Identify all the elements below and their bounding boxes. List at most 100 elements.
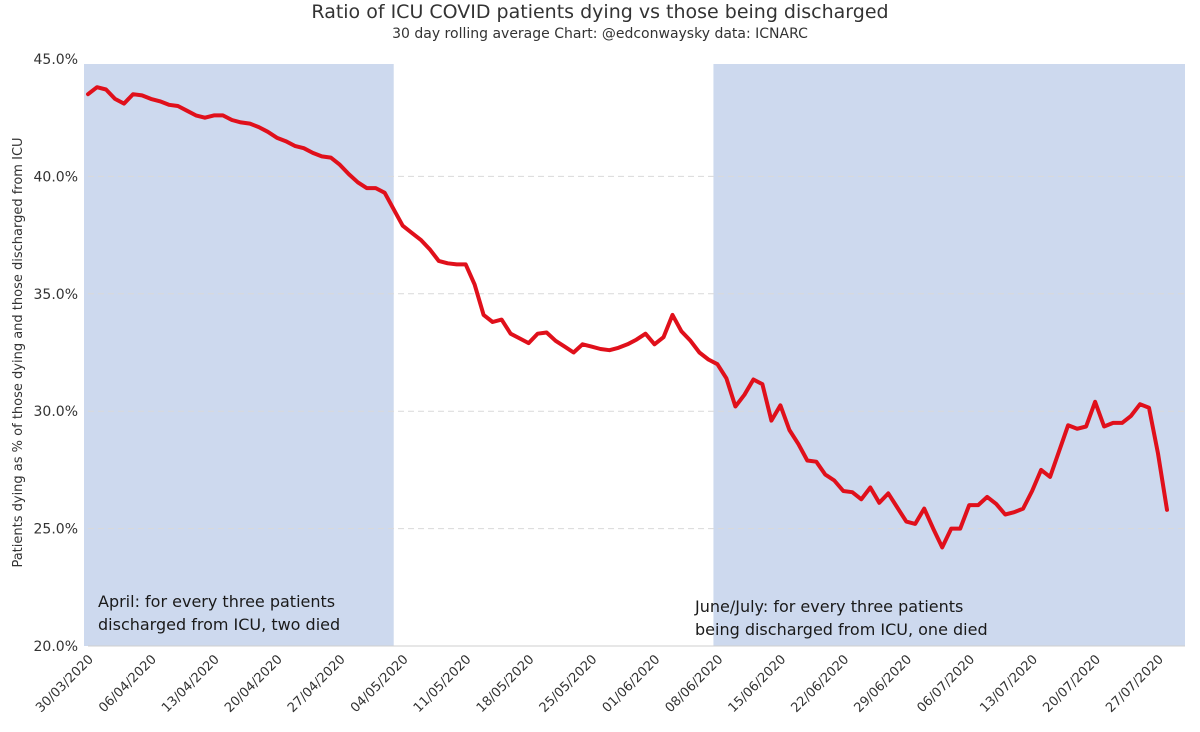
data-point-63 (653, 343, 656, 346)
data-point-13 (203, 116, 207, 119)
data-point-99 (977, 503, 980, 507)
data-point-78 (788, 428, 791, 432)
data-point-93 (923, 507, 926, 510)
x-tick-label-2: 13/04/2020 (159, 652, 223, 716)
data-point-92 (914, 522, 917, 526)
data-point-6 (140, 94, 144, 97)
data-point-57 (599, 347, 602, 351)
data-point-23 (293, 144, 296, 148)
data-point-56 (590, 345, 593, 348)
annotation-1-line-1: April: for every three patients (98, 592, 335, 611)
data-point-108 (1057, 449, 1061, 453)
data-point-26 (320, 155, 323, 158)
data-point-40 (446, 262, 449, 265)
data-point-5 (131, 93, 135, 96)
data-point-107 (1048, 475, 1052, 479)
data-point-58 (608, 349, 611, 352)
data-point-39 (437, 259, 440, 263)
y-tick-label-0: 20.0% (34, 639, 78, 655)
x-tick-label-6: 11/05/2020 (411, 652, 475, 716)
y-axis-ticks: 20.0% 25.0% 30.0% 35.0% 40.0% 45.0% (34, 52, 78, 655)
data-point-88 (878, 501, 881, 504)
x-tick-label-9: 01/06/2020 (600, 652, 664, 716)
data-point-28 (338, 163, 341, 166)
data-point-85 (851, 491, 854, 494)
shaded-region-2 (713, 64, 1185, 646)
data-point-83 (833, 479, 836, 482)
data-point-115 (1120, 421, 1124, 425)
data-point-109 (1066, 424, 1070, 427)
data-point-105 (1030, 489, 1034, 493)
data-point-112 (1093, 400, 1097, 403)
data-point-106 (1039, 468, 1043, 472)
data-point-8 (158, 100, 162, 103)
data-point-45 (491, 320, 494, 324)
x-tick-label-1: 06/04/2020 (96, 652, 160, 716)
x-tick-label-4: 27/04/2020 (285, 652, 349, 716)
x-tick-label-12: 22/06/2020 (789, 652, 853, 716)
data-point-101 (995, 502, 998, 506)
data-point-55 (581, 343, 584, 346)
data-point-120 (1165, 508, 1169, 511)
data-point-50 (536, 332, 539, 335)
data-point-98 (968, 503, 971, 507)
annotation-2-line-1: June/July: for every three patients (694, 597, 963, 616)
data-point-76 (770, 419, 773, 422)
y-tick-label-3: 35.0% (34, 287, 78, 303)
shaded-regions (84, 64, 1185, 646)
x-tick-label-0: 30/03/2020 (33, 652, 97, 716)
data-point-21 (275, 136, 278, 139)
data-point-60 (626, 343, 629, 346)
data-point-49 (527, 341, 530, 345)
data-point-94 (932, 527, 935, 530)
data-point-15 (221, 114, 225, 117)
data-point-48 (518, 337, 521, 340)
data-point-71 (725, 377, 728, 380)
x-tick-label-11: 15/06/2020 (726, 652, 790, 716)
data-point-18 (248, 122, 252, 125)
data-point-113 (1102, 425, 1106, 428)
y-tick-label-4: 40.0% (34, 169, 78, 185)
data-point-46 (500, 318, 503, 321)
data-point-0 (86, 93, 90, 96)
data-point-36 (410, 231, 413, 234)
data-point-24 (302, 147, 305, 150)
data-point-14 (212, 114, 216, 117)
data-point-20 (266, 130, 269, 133)
data-point-79 (797, 442, 800, 446)
data-point-117 (1138, 403, 1142, 406)
data-point-59 (617, 346, 620, 349)
data-point-7 (149, 97, 153, 101)
x-tick-label-10: 08/06/2020 (663, 652, 727, 716)
data-point-34 (392, 208, 395, 211)
data-point-73 (743, 393, 746, 396)
data-point-11 (185, 109, 189, 112)
data-point-16 (230, 118, 234, 122)
data-point-96 (950, 527, 953, 530)
data-point-54 (572, 351, 575, 354)
data-point-53 (563, 345, 566, 348)
annotation-1-line-2: discharged from ICU, two died (98, 615, 340, 634)
data-point-70 (716, 363, 719, 366)
series-group (86, 85, 1169, 550)
data-point-89 (887, 492, 890, 495)
data-point-80 (806, 459, 809, 462)
data-point-118 (1147, 406, 1151, 409)
data-point-75 (761, 383, 764, 386)
data-point-30 (356, 181, 359, 184)
data-point-81 (815, 460, 818, 463)
x-tick-label-16: 20/07/2020 (1040, 652, 1104, 716)
data-point-3 (113, 97, 117, 101)
x-tick-label-13: 29/06/2020 (851, 652, 915, 716)
data-point-22 (284, 140, 287, 143)
y-axis-label: Patients dying as % of those dying and t… (11, 137, 26, 567)
data-point-95 (941, 546, 944, 549)
data-point-12 (194, 114, 198, 117)
annotations: April: for every three patients discharge… (98, 592, 988, 639)
data-point-67 (689, 339, 692, 342)
data-point-103 (1013, 511, 1016, 514)
data-point-35 (401, 224, 404, 227)
data-point-37 (419, 238, 422, 241)
data-point-38 (428, 248, 431, 251)
data-point-29 (347, 172, 350, 176)
